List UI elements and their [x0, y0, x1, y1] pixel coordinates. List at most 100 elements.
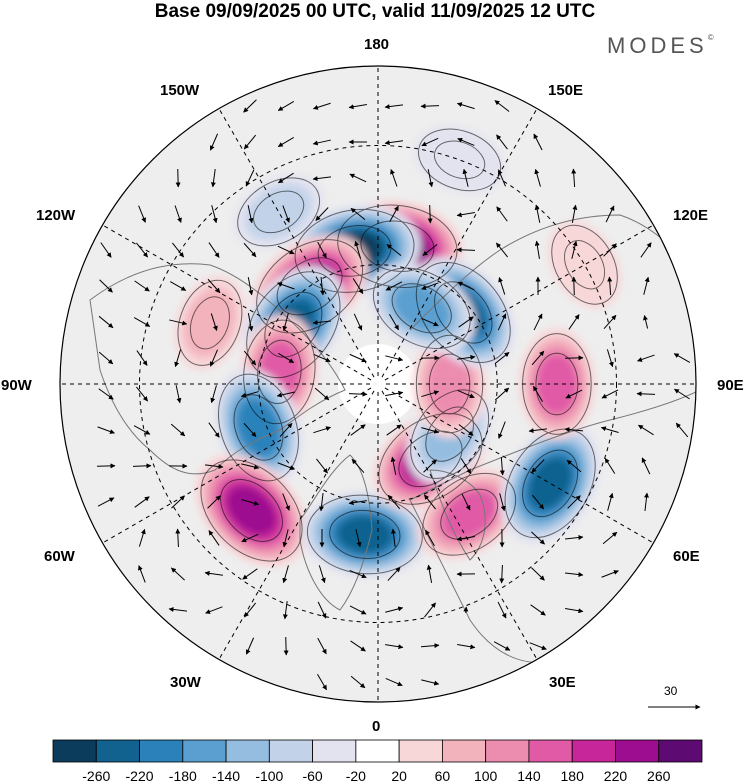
wind-vector-104 — [531, 350, 545, 366]
wind-vector-207 — [317, 601, 327, 619]
wind-vector-80 — [247, 313, 254, 332]
meridian-30 — [381, 390, 538, 660]
wind-vector-65 — [277, 282, 295, 290]
wind-vector-226 — [385, 678, 403, 687]
wind-vector-175 — [138, 528, 146, 547]
wind-vector-134 — [386, 424, 402, 436]
contour-ring-11 — [504, 428, 596, 539]
wind-vector-49 — [277, 245, 295, 255]
wind-vector-139 — [564, 427, 584, 433]
wind-vector-218 — [350, 640, 366, 652]
wind-vector-160 — [134, 496, 150, 508]
wind-vector-174 — [644, 492, 649, 511]
wind-vector-133 — [350, 424, 366, 436]
wind-vector-136 — [458, 424, 474, 436]
wind-vector-105 — [564, 355, 584, 361]
wind-vector-190 — [170, 567, 185, 581]
wind-vector-94 — [174, 349, 182, 368]
wind-vector-200 — [531, 567, 545, 581]
copyright-mark: © — [707, 33, 714, 42]
wind-vector-130 — [243, 422, 257, 438]
wind-vector-114 — [276, 391, 295, 398]
contour-ring-10 — [422, 472, 517, 556]
wind-vector-3 — [348, 104, 367, 110]
wind-vector-118 — [421, 390, 440, 398]
contour-ring-2 — [256, 239, 364, 334]
wind-vector-75 — [643, 276, 650, 295]
wind-vector-203 — [168, 606, 187, 612]
wind-vector-112 — [210, 385, 217, 404]
wind-vector-67 — [352, 278, 364, 294]
wind-vector-143 — [96, 463, 116, 469]
height-contours — [177, 128, 618, 575]
wind-vector-184 — [456, 535, 475, 542]
wind-vector-31 — [174, 205, 182, 223]
wind-vector-26 — [462, 168, 469, 187]
wind-vector-7 — [494, 100, 510, 112]
wind-vector-47 — [208, 242, 220, 258]
lon-label-30w: 30W — [170, 674, 201, 691]
wind-vector-71 — [498, 276, 506, 295]
wind-vectors — [96, 99, 691, 691]
wind-vector-214 — [565, 608, 584, 614]
contour-ring-15 — [415, 261, 511, 364]
contour-ring-5 — [243, 319, 316, 425]
wind-vector-20 — [245, 169, 255, 187]
wind-vector-2 — [312, 102, 331, 110]
wind-vector-59 — [640, 242, 652, 258]
lon-label-0: 0 — [372, 718, 381, 735]
wind-vector-43 — [605, 205, 615, 223]
wind-vector-74 — [607, 276, 613, 296]
wind-vector-211 — [463, 606, 469, 614]
wind-vector-172 — [567, 495, 581, 509]
wind-vector-201 — [565, 572, 584, 578]
wind-vector-61 — [134, 280, 150, 292]
wind-vector-113 — [240, 391, 259, 398]
anomaly-center-18 — [233, 174, 325, 250]
lon-label-120w: 120W — [36, 207, 76, 224]
wind-vector-124 — [636, 391, 656, 397]
wind-vector-73 — [571, 276, 577, 296]
vector-scale-label: 30 — [664, 684, 678, 698]
wind-vector-87 — [497, 313, 507, 331]
wind-vector-0 — [243, 99, 257, 113]
wind-vector-116 — [348, 391, 368, 397]
wind-vector-19 — [210, 169, 216, 188]
wind-vector-38 — [427, 204, 433, 224]
wind-vector-219 — [385, 644, 404, 650]
wind-vector-102 — [457, 354, 476, 360]
wind-vector-98 — [313, 354, 331, 363]
wind-vector-212 — [497, 601, 507, 619]
wind-vector-162 — [207, 495, 221, 509]
wind-vector-210 — [424, 602, 436, 618]
wind-vector-81 — [282, 313, 289, 332]
wind-vector-90 — [603, 314, 617, 330]
wind-vector-109 — [98, 388, 114, 400]
wind-vector-183 — [425, 529, 435, 547]
wind-vector-85 — [421, 317, 439, 327]
wind-vector-188 — [602, 531, 618, 545]
contour-ring-3 — [246, 271, 341, 379]
wind-vector-92 — [98, 351, 114, 365]
wind-vector-62 — [169, 281, 187, 291]
wind-vector-131 — [279, 422, 293, 438]
wind-vector-111 — [175, 385, 182, 404]
pole-region — [338, 344, 418, 424]
wind-vector-45 — [136, 242, 148, 258]
lon-label-60w: 60W — [44, 548, 75, 565]
wind-vector-182 — [390, 528, 396, 547]
wind-vector-91 — [643, 314, 649, 329]
wind-vector-158 — [641, 457, 651, 475]
wind-vector-97 — [278, 352, 295, 364]
wind-vector-164 — [282, 493, 290, 511]
wind-vector-120 — [494, 387, 510, 401]
wind-vector-70 — [457, 281, 475, 291]
wind-vector-44 — [100, 242, 112, 258]
wind-vector-135 — [421, 427, 440, 434]
map-title: Base 09/09/2025 00 UTC, valid 11/09/2025… — [154, 1, 596, 22]
wind-vector-15 — [457, 137, 475, 146]
wind-vector-68 — [385, 281, 403, 291]
modes-logo: MODES© — [607, 33, 714, 59]
lon-label-150e: 150E — [548, 82, 584, 99]
wind-vector-29 — [571, 168, 577, 188]
